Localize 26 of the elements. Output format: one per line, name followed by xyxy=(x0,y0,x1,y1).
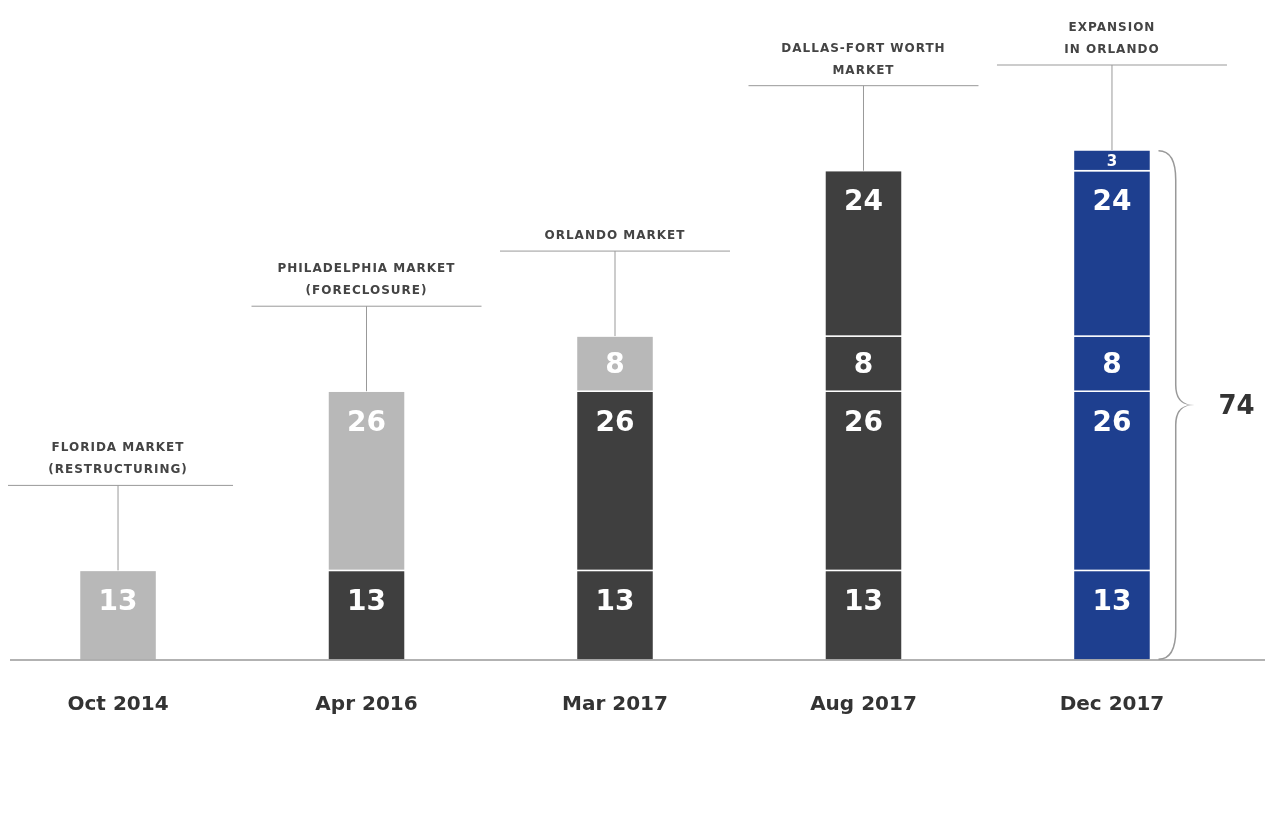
data-label: 13 xyxy=(98,584,138,618)
data-label: 26 xyxy=(1092,405,1132,439)
data-label: 26 xyxy=(595,405,635,439)
data-label: 13 xyxy=(844,584,883,618)
x-tick-label: Dec 2017 xyxy=(1059,691,1165,715)
annotation: EXPANSION IN ORLANDO xyxy=(1064,20,1160,56)
x-tick-label: Apr 2016 xyxy=(315,691,418,715)
annotation: PHILADELPHIA MARKET (FORECLOSURE) xyxy=(277,261,456,298)
annotation: DALLAS-FORT WORTH MARKET xyxy=(781,40,946,77)
data-label: 24 xyxy=(844,184,883,218)
data-label: 8 xyxy=(605,347,625,381)
data-label: 24 xyxy=(1092,184,1132,218)
data-label: 3 xyxy=(1106,151,1118,170)
x-tick-label: Aug 2017 xyxy=(810,691,917,715)
total-label: 74 xyxy=(1218,390,1255,421)
annotation: FLORIDA MARKET (RESTRUCTURING) xyxy=(48,440,188,477)
data-label: 8 xyxy=(853,347,874,381)
data-label: 26 xyxy=(844,405,883,439)
data-label: 13 xyxy=(595,584,635,618)
data-label: 13 xyxy=(347,584,386,618)
data-label: 26 xyxy=(347,405,386,439)
x-tick-label: Mar 2017 xyxy=(562,691,668,715)
data-label: 8 xyxy=(1102,347,1122,381)
x-tick-label: Oct 2014 xyxy=(67,691,169,715)
annotation: ORLANDO MARKET xyxy=(544,228,686,243)
data-label: 13 xyxy=(1092,584,1132,618)
